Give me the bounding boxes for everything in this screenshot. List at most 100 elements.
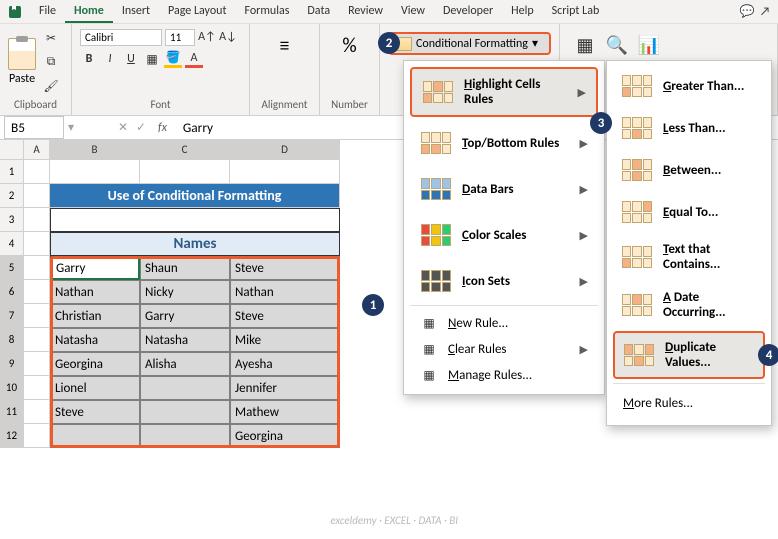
- data-cell[interactable]: [140, 376, 230, 400]
- title-cell[interactable]: Use of Conditional Formatting: [50, 184, 340, 208]
- analyze-icon[interactable]: 📊: [640, 36, 658, 54]
- cell[interactable]: [230, 160, 340, 184]
- font-name-select[interactable]: [80, 29, 162, 46]
- cell[interactable]: [24, 232, 50, 256]
- names-header[interactable]: Names: [50, 232, 340, 256]
- menu-developer[interactable]: Developer: [434, 1, 502, 23]
- data-cell[interactable]: Garry: [50, 256, 140, 280]
- row-header[interactable]: 7: [0, 304, 24, 328]
- data-cell[interactable]: Mathew: [230, 400, 340, 424]
- row-header[interactable]: 9: [0, 352, 24, 376]
- data-cell[interactable]: [50, 424, 140, 448]
- row-header[interactable]: 4: [0, 232, 24, 256]
- border-button[interactable]: ▦: [143, 50, 161, 68]
- cell[interactable]: [24, 184, 50, 208]
- menu-data[interactable]: Data: [298, 1, 339, 23]
- data-cell[interactable]: Ayesha: [230, 352, 340, 376]
- name-box[interactable]: [4, 116, 64, 139]
- fill-color-button[interactable]: 🪣: [164, 50, 182, 68]
- row-header[interactable]: 1: [0, 160, 24, 184]
- data-cell[interactable]: Natasha: [140, 328, 230, 352]
- bold-button[interactable]: B: [80, 50, 98, 68]
- cell[interactable]: [24, 400, 50, 424]
- menu-insert[interactable]: Insert: [113, 1, 159, 23]
- data-cell[interactable]: Christian: [50, 304, 140, 328]
- data-cell[interactable]: Natasha: [50, 328, 140, 352]
- cf-menu-item[interactable]: ▦New Rule...: [410, 310, 598, 336]
- fx-label[interactable]: fx: [150, 121, 175, 135]
- autosave-icon[interactable]: [4, 2, 26, 22]
- cell[interactable]: [24, 160, 50, 184]
- comments-icon[interactable]: 💬: [738, 3, 756, 21]
- cell[interactable]: [140, 160, 230, 184]
- hcr-menu-item[interactable]: Text that Contains...: [613, 235, 765, 279]
- alignment-button[interactable]: ≡: [258, 28, 311, 64]
- data-cell[interactable]: [140, 400, 230, 424]
- underline-button[interactable]: U: [122, 50, 140, 68]
- find-icon[interactable]: 🔍: [608, 36, 626, 54]
- row-header[interactable]: 2: [0, 184, 24, 208]
- row-header[interactable]: 3: [0, 208, 24, 232]
- data-cell[interactable]: Steve: [230, 256, 340, 280]
- menu-view[interactable]: View: [392, 1, 434, 23]
- data-cell[interactable]: Garry: [140, 304, 230, 328]
- cf-menu-item[interactable]: Data Bars▶: [410, 169, 598, 209]
- cell[interactable]: [24, 280, 50, 304]
- select-all-corner[interactable]: [0, 140, 24, 160]
- data-cell[interactable]: Shaun: [140, 256, 230, 280]
- data-cell[interactable]: Mike: [230, 328, 340, 352]
- copy-icon[interactable]: ⧉: [42, 53, 60, 71]
- menu-file[interactable]: File: [30, 1, 65, 23]
- hcr-menu-item[interactable]: Less Than...: [613, 109, 765, 147]
- hcr-menu-item[interactable]: Between...: [613, 151, 765, 189]
- data-cell[interactable]: Alisha: [140, 352, 230, 376]
- col-header-d[interactable]: D: [230, 140, 340, 160]
- italic-button[interactable]: I: [101, 50, 119, 68]
- cell[interactable]: [24, 208, 50, 232]
- cf-menu-item[interactable]: Highlight Cells Rules▶: [410, 67, 598, 117]
- conditional-formatting-button[interactable]: Conditional Formatting ▾: [388, 32, 551, 55]
- col-header-c[interactable]: C: [140, 140, 230, 160]
- decrease-font-icon[interactable]: A↓: [219, 28, 237, 46]
- data-cell[interactable]: Lionel: [50, 376, 140, 400]
- menu-home[interactable]: Home: [65, 1, 113, 23]
- increase-font-icon[interactable]: A↑: [198, 28, 216, 46]
- cf-menu-item[interactable]: ▦Clear Rules▶: [410, 336, 598, 362]
- cell[interactable]: [24, 304, 50, 328]
- hcr-menu-item[interactable]: Duplicate Values...: [613, 331, 765, 379]
- menu-formulas[interactable]: Formulas: [235, 1, 298, 23]
- cf-menu-item[interactable]: Top/Bottom Rules▶: [410, 123, 598, 163]
- col-header-b[interactable]: B: [50, 140, 140, 160]
- enter-icon[interactable]: ✓: [132, 119, 150, 137]
- format-painter-icon[interactable]: 🖌: [42, 77, 60, 95]
- data-cell[interactable]: Nicky: [140, 280, 230, 304]
- row-header[interactable]: 8: [0, 328, 24, 352]
- data-cell[interactable]: Jennifer: [230, 376, 340, 400]
- menu-review[interactable]: Review: [339, 1, 392, 23]
- data-cell[interactable]: Nathan: [50, 280, 140, 304]
- share-icon[interactable]: ↗: [756, 3, 774, 21]
- cell[interactable]: [24, 256, 50, 280]
- more-rules-item[interactable]: More Rules...: [613, 388, 765, 419]
- cf-menu-item[interactable]: ▦Manage Rules...: [410, 362, 598, 388]
- data-cell[interactable]: [140, 424, 230, 448]
- hcr-menu-item[interactable]: Equal To...: [613, 193, 765, 231]
- col-header-a[interactable]: A: [24, 140, 50, 160]
- row-header[interactable]: 10: [0, 376, 24, 400]
- menu-page-layout[interactable]: Page Layout: [159, 1, 235, 23]
- data-cell[interactable]: Georgina: [50, 352, 140, 376]
- cf-menu-item[interactable]: Icon Sets▶: [410, 261, 598, 301]
- data-cell[interactable]: Steve: [230, 304, 340, 328]
- cell[interactable]: [24, 352, 50, 376]
- font-size-select[interactable]: [165, 29, 195, 46]
- row-header[interactable]: 11: [0, 400, 24, 424]
- font-color-button[interactable]: A: [185, 50, 203, 68]
- insert-cells-icon[interactable]: ▦: [576, 36, 594, 54]
- cell[interactable]: [24, 376, 50, 400]
- row-header[interactable]: 6: [0, 280, 24, 304]
- paste-button[interactable]: Paste: [8, 38, 36, 86]
- row-header[interactable]: 12: [0, 424, 24, 448]
- number-button[interactable]: %: [328, 28, 371, 64]
- cell[interactable]: [24, 328, 50, 352]
- menu-help[interactable]: Help: [502, 1, 543, 23]
